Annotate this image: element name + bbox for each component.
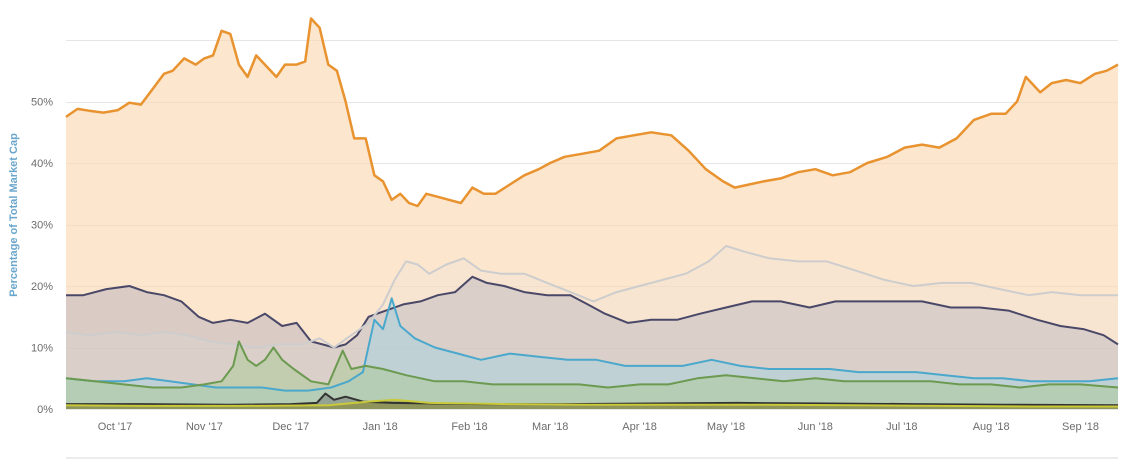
x-tick-label: Mar '18 [532,421,568,433]
x-tick-label: Aug '18 [973,421,1010,433]
x-tick-label: Jun '18 [798,421,833,433]
x-tick-label: Sep '18 [1062,421,1099,433]
series-areas [66,18,1118,409]
series-area-0 [66,18,1118,409]
x-tick-label: Nov '17 [186,421,223,433]
y-tick-label: 0% [37,404,53,416]
x-tick-label: Apr '18 [622,421,657,433]
x-tick-label: Feb '18 [451,421,487,433]
y-tick-label: 20% [31,281,53,293]
series-area-2 [66,246,1118,409]
series-area-1 [66,276,1118,409]
x-tick-label: Jul '18 [886,421,917,433]
x-tick-label: Oct '17 [98,421,133,433]
x-tick-label: Jan '18 [363,421,398,433]
y-axis-title: Percentage of Total Market Cap [8,133,20,297]
x-tick-label: Dec '17 [272,421,309,433]
x-axis-ticks: Oct '17 Nov '17 Dec '17 Jan '18 Feb '18 Mar '… [98,421,1099,433]
series-line-2[interactable] [65,245,1118,349]
y-tick-label: 40% [31,158,53,170]
series-line-5[interactable] [66,392,1119,407]
y-tick-label: 30% [31,220,53,232]
series-area-6 [66,399,1118,409]
y-axis-ticks: 0% 10% 20% 30% 40% 50% [31,97,53,417]
series-lines [65,17,1119,408]
series-line-0[interactable] [65,17,1119,208]
series-area-4 [66,341,1118,409]
y-tick-label: 10% [31,343,53,355]
series-line-3[interactable] [65,297,1119,392]
series-line-4[interactable] [65,340,1119,389]
y-tick-label: 50% [31,97,53,109]
series-line-1[interactable] [66,275,1119,349]
series-line-6[interactable] [65,398,1118,408]
x-tick-label: May '18 [707,421,745,433]
